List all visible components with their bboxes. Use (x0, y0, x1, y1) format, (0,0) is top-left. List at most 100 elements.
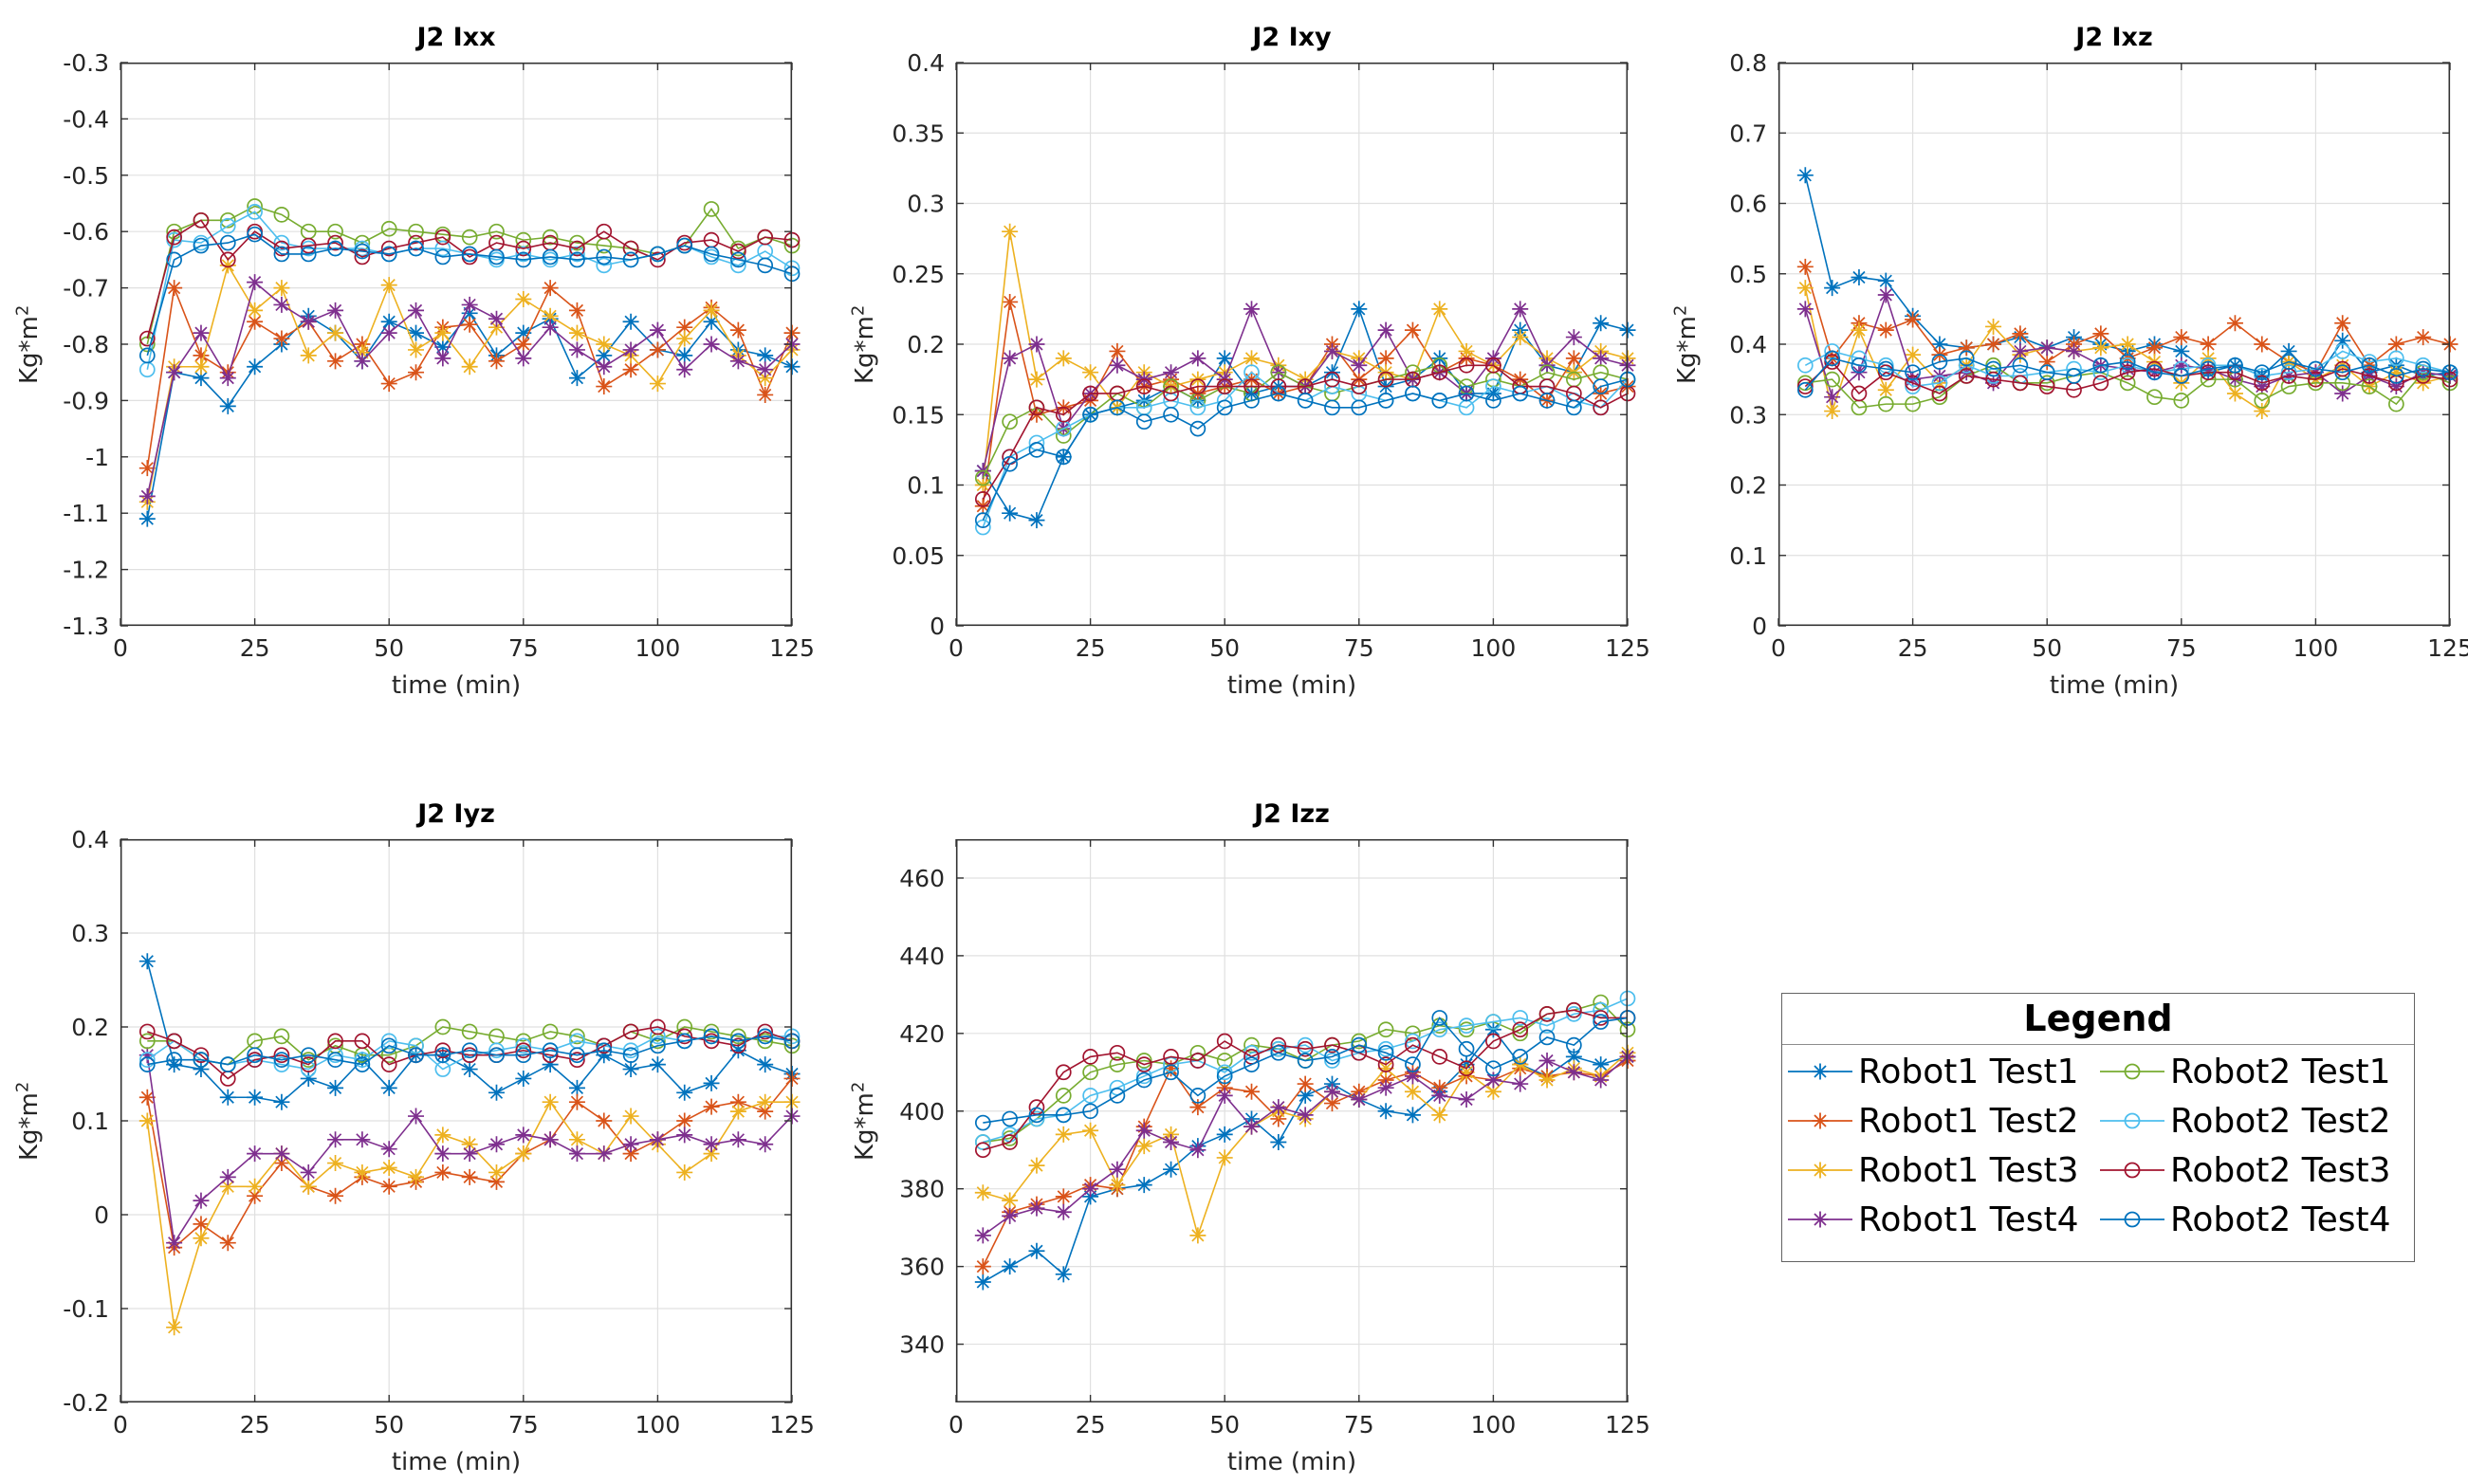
legend-divider (1782, 1044, 2414, 1045)
series-markers (138, 212, 801, 347)
y-tick-label: 0.2 (907, 331, 945, 358)
ylabel-text: Kg*m (15, 315, 45, 384)
asterisk-glyph (1788, 1211, 1852, 1228)
robot1-test3-marker-icon (1786, 1153, 1854, 1187)
ylabel-text: Kg*m (1673, 315, 1703, 384)
y-tick-label: 0.1 (1729, 542, 1767, 570)
subplot-j2-ixx: J2 Ixx Kg*m2 0 25 50 75 100 125 -1.3 -1.2 -1.1 -1… (13, 23, 815, 700)
series-line (147, 1026, 793, 1080)
y-tick-label: 0.2 (71, 1014, 109, 1041)
circle-glyph (2100, 1211, 2164, 1228)
subplot-title: J2 Ixz (2075, 23, 2153, 52)
y-tick-label: 400 (899, 1098, 945, 1126)
legend-box: Legend Robot1 Test1 Robot1 Test2 Robot1 … (1781, 993, 2415, 1262)
asterisk-glyph (1788, 1162, 1852, 1179)
ylabel-exponent: 2 (1670, 304, 1691, 316)
ylabel-exponent: 2 (12, 1081, 33, 1092)
legend-entry: Robot1 Test4 (1786, 1195, 2098, 1244)
plot-area-j2-izz: 0 25 50 75 100 125 340 360 380 400 420 440 460 (899, 839, 1650, 1438)
axes: 0 25 50 75 100 125 0 0.05 0.1 0.15 0.2 0.25 0.3 0.35 0… (892, 49, 1650, 662)
axes: 0 25 50 75 100 125 -1.3 -1.2 -1.1 -1 -0.9 -0.8 -0.7 -… (63, 49, 815, 662)
legend-entry: Robot2 Test3 (2098, 1145, 2410, 1195)
x-tick-label: 100 (1471, 1411, 1517, 1438)
ylabel-text: Kg*m (15, 1091, 45, 1161)
y-tick-label: 0.4 (1729, 331, 1767, 358)
y-tick-label: 440 (899, 943, 945, 970)
x-tick-label: 125 (1605, 1411, 1650, 1438)
x-tick-label: 75 (508, 1411, 539, 1438)
y-tick-label: 0.3 (1729, 401, 1767, 429)
x-tick-label: 0 (113, 1411, 128, 1438)
series-markers (138, 226, 801, 364)
legend-entry-label: Robot2 Test3 (2170, 1150, 2391, 1190)
legend-entry: Robot2 Test1 (2098, 1047, 2410, 1096)
x-tick-label: 125 (769, 1411, 815, 1438)
y-tick-label: 0.05 (892, 542, 945, 570)
x-tick-label: 100 (635, 1411, 681, 1438)
series-group (974, 990, 1636, 1291)
y-tick-label: -0.5 (63, 162, 109, 190)
y-tick-label: 420 (899, 1020, 945, 1048)
legend-entries: Robot1 Test1 Robot1 Test2 Robot1 Test3 R… (1782, 1047, 2414, 1244)
subplot-title: J2 Ixx (416, 23, 496, 52)
series-line (983, 1009, 1628, 1151)
robot1-test4-marker-icon (1786, 1202, 1854, 1237)
legend-title: Legend (2023, 998, 2173, 1039)
x-tick-label: 25 (240, 634, 270, 662)
x-tick-label: 75 (1344, 1411, 1374, 1438)
axes: 0 25 50 75 100 125 340 360 380 400 420 440 460 (899, 839, 1650, 1438)
series-markers (974, 223, 1636, 493)
legend-entry-label: Robot1 Test3 (1858, 1150, 2079, 1190)
series-line (1805, 364, 2451, 409)
y-tick-label: -0.6 (63, 218, 109, 246)
x-tick-label: 0 (1771, 634, 1786, 662)
axes: 0 25 50 75 100 125 0 0.1 0.2 0.3 0.4 0.5 0.6 0.7 0.8 (1729, 49, 2468, 662)
x-tick-label: 25 (1076, 634, 1106, 662)
series-line (146, 233, 793, 357)
x-tick-label: 0 (113, 634, 128, 662)
x-tick-label: 75 (508, 634, 539, 662)
y-tick-label: -1 (85, 444, 109, 471)
subplot-title: J2 Izz (1254, 799, 1330, 829)
y-tick-label: -0.2 (63, 1389, 109, 1417)
series-markers (974, 357, 1636, 507)
x-axis-label: time (min) (2049, 671, 2180, 700)
series-line (147, 1035, 793, 1066)
x-tick-label: 50 (374, 1411, 404, 1438)
series-line (147, 1026, 793, 1066)
y-tick-label: -1.3 (63, 613, 109, 640)
y-tick-label: 0.3 (71, 920, 109, 947)
subplot-j2-ixy: J2 Ixy Kg*m2 0 25 50 75 100 125 0 0.05 0.1 0.15 0.… (849, 23, 1650, 700)
y-tick-label: 360 (899, 1254, 945, 1281)
ylabel-exponent: 2 (848, 304, 869, 316)
series-markers (138, 257, 801, 510)
robot2-test4-marker-icon (2098, 1202, 2166, 1237)
y-tick-label: 0.3 (907, 191, 945, 218)
series-markers (138, 1070, 801, 1256)
x-tick-label: 0 (949, 634, 964, 662)
series-line (983, 1017, 1629, 1124)
x-tick-label: 75 (2166, 634, 2197, 662)
robot2-test1-marker-icon (2098, 1054, 2166, 1089)
subplot-title: J2 Iyz (417, 799, 495, 829)
x-axis-label: time (min) (1226, 1448, 1357, 1476)
plot-area-j2-iyz: 0 25 50 75 100 125 -0.2 -0.1 0 0.1 0.2 0.3 0.4 (63, 826, 815, 1438)
y-tick-label: -0.1 (63, 1295, 109, 1323)
ylabel-text: Kg*m (851, 315, 880, 384)
x-tick-label: 125 (1605, 634, 1650, 662)
circle-glyph (2100, 1162, 2164, 1179)
x-axis-label: time (min) (391, 1448, 522, 1476)
x-tick-label: 75 (1344, 634, 1374, 662)
y-axis-label: Kg*m2 (844, 839, 884, 1402)
y-tick-label: 0.4 (71, 826, 109, 853)
y-tick-label: 0.5 (1729, 261, 1767, 288)
ylabel-text: Kg*m (851, 1091, 880, 1161)
y-tick-label: -0.9 (63, 387, 109, 414)
series-markers (1796, 350, 2459, 398)
series-markers (974, 1048, 1636, 1244)
plot-area-j2-ixx: 0 25 50 75 100 125 -1.3 -1.2 -1.1 -1 -0.9 -0.8 -0.7 -… (63, 49, 815, 662)
x-tick-label: 50 (1209, 1411, 1240, 1438)
legend-entry-label: Robot2 Test1 (2170, 1052, 2391, 1091)
asterisk-glyph (1788, 1063, 1852, 1080)
